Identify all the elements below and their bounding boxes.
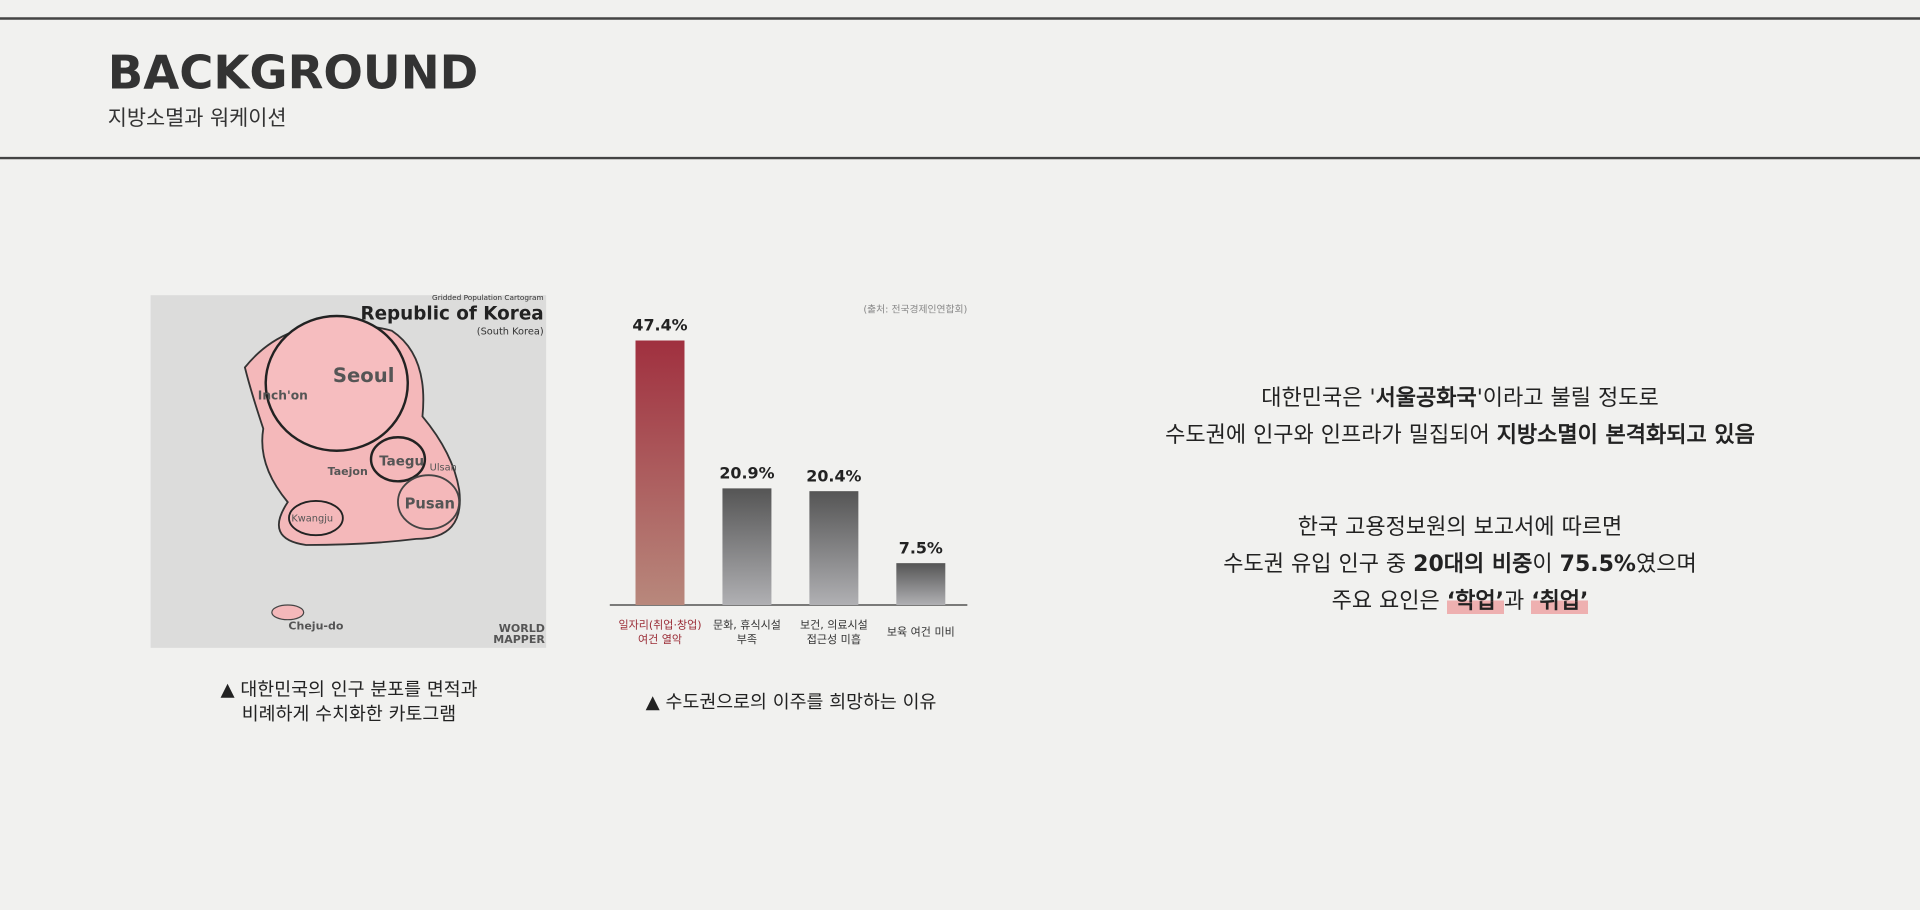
bar — [809, 491, 859, 605]
chart-source: (출처: 전국경제인연합회) — [863, 302, 967, 315]
map-subheading: (South Korea) — [477, 326, 544, 337]
text-segment: 수도권에 인구와 인프라가 밀집되어 — [1165, 423, 1497, 448]
value-label: 20.9% — [719, 464, 774, 483]
value-label: 7.5% — [899, 538, 943, 557]
x-tick-label: 보건, 의료시설 — [800, 618, 868, 631]
text-segment: 대한민국은 ' — [1261, 386, 1376, 411]
text-segment: 이 — [1532, 552, 1560, 577]
seoul-blob — [264, 314, 409, 452]
brand-label: MAPPER — [493, 633, 545, 646]
x-tick-label: 여건 열악 — [638, 633, 682, 646]
x-tick-label: 일자리(취업·창업) — [618, 617, 701, 631]
place-label: Taejon — [328, 465, 368, 478]
explanation: 대한민국은 '서울공화국'이라고 불릴 정도로 수도권에 인구와 인프라가 밀집되… — [1060, 380, 1860, 675]
text-segment: ‘학업’ — [1446, 589, 1504, 614]
place-label: Taegu — [379, 454, 424, 469]
cartogram — [150, 295, 547, 648]
text-segment: 75.5% — [1559, 552, 1636, 577]
text-line: 수도권에 인구와 인프라가 밀집되어 지방소멸이 본격화되고 있음 — [1060, 417, 1860, 454]
x-tick-label: 보육 여건 미비 — [887, 626, 955, 639]
text-segment: 한국 고용정보원의 보고서에 따르면 — [1297, 515, 1623, 540]
map-caption: 비례하게 수치화한 카토그램 — [242, 704, 456, 725]
bar — [722, 488, 772, 605]
chart-caption: ▲ 수도권으로의 이주를 희망하는 이유 — [646, 692, 937, 713]
text-line: 대한민국은 '서울공화국'이라고 불릴 정도로 — [1060, 380, 1860, 417]
kwangju-blob — [288, 500, 344, 537]
value-label: 47.4% — [632, 316, 687, 335]
place-label: Cheju-do — [288, 619, 343, 632]
text-segment: 였으며 — [1635, 552, 1697, 577]
x-tick-label: 접근성 미흡 — [807, 632, 861, 646]
text-segment: ‘취업’ — [1531, 589, 1589, 614]
place-label: Kwangju — [291, 514, 333, 525]
text-line: 한국 고용정보원의 보고서에 따르면 — [1060, 509, 1860, 546]
text-line: 주요 요인은 ‘학업’과 ‘취업’ — [1060, 583, 1860, 620]
header-title: BACKGROUND — [108, 45, 479, 99]
text-line: 수도권 유입 인구 중 20대의 비중이 75.5%였으며 — [1060, 546, 1860, 583]
map-heading: Gridded Population Cartogram — [432, 293, 544, 302]
bar — [635, 340, 685, 605]
paragraph: 대한민국은 '서울공화국'이라고 불릴 정도로 수도권에 인구와 인프라가 밀집되… — [1060, 380, 1860, 454]
place-label: Ulsan — [430, 462, 457, 473]
brand-label: WORLD — [499, 622, 545, 635]
map-caption: ▲ 대한민국의 인구 분포를 면적과 — [220, 680, 477, 701]
text-segment: 수도권 유입 인구 중 — [1223, 552, 1414, 577]
bar — [896, 563, 946, 605]
text-segment: 20대의 비중 — [1413, 552, 1533, 577]
text-segment: 주요 요인은 — [1331, 589, 1447, 614]
jeju-blob — [271, 604, 305, 621]
place-label: Seoul — [333, 364, 394, 387]
x-tick-label: 문화, 휴식시설 — [713, 618, 781, 631]
header-subtitle: 지방소멸과 워케이션 — [108, 106, 287, 130]
taegu-blob — [369, 436, 427, 483]
place-label: Pusan — [405, 495, 455, 512]
x-tick-label: 부족 — [737, 633, 757, 646]
map-title: Republic of Korea — [360, 304, 543, 325]
text-segment: 서울공화국 — [1375, 386, 1477, 411]
pusan-blob — [397, 474, 461, 530]
text-segment: '이라고 불릴 정도로 — [1476, 386, 1659, 411]
text-segment: 지방소멸이 본격화되고 있음 — [1496, 423, 1755, 448]
value-label: 20.4% — [806, 466, 861, 485]
place-label: Inch'on — [258, 388, 308, 402]
text-segment: 과 — [1503, 589, 1532, 614]
